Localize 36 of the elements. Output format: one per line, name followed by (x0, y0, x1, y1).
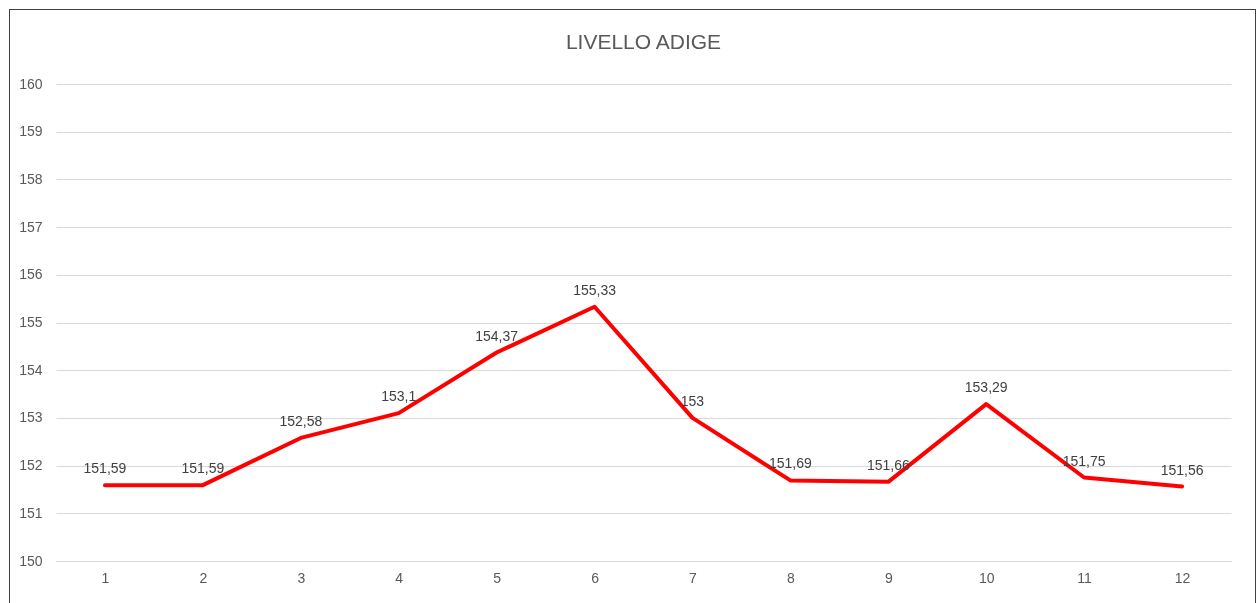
y-tick-label: 152 (19, 457, 43, 474)
data-label: 151,75 (1062, 452, 1106, 469)
data-label: 151,59 (181, 460, 225, 477)
x-tick-label: 4 (395, 569, 404, 586)
data-label: 152,58 (279, 412, 323, 429)
x-tick-label: 6 (591, 569, 600, 586)
y-tick-label: 151 (19, 504, 43, 521)
y-tick-label: 154 (19, 361, 43, 378)
x-tick-label: 11 (1077, 569, 1093, 586)
x-tick-label: 12 (1174, 569, 1191, 586)
data-label: 151,69 (768, 455, 812, 472)
x-tick-label: 7 (689, 569, 698, 586)
x-tick-label: 2 (199, 569, 208, 586)
data-label: 155,33 (573, 281, 617, 298)
y-tick-label: 156 (19, 266, 43, 283)
x-tick-label: 9 (884, 569, 893, 586)
y-tick-label: 155 (19, 314, 43, 330)
y-tick-label: 157 (19, 218, 43, 235)
data-label: 151,59 (83, 460, 127, 477)
x-tick-label: 3 (297, 569, 306, 586)
data-label: 151,56 (1160, 461, 1204, 478)
y-tick-label: 159 (19, 123, 43, 140)
data-label: 153,1 (381, 388, 417, 405)
data-label: 154,37 (475, 327, 519, 344)
y-tick-label: 150 (19, 552, 43, 569)
data-label: 153 (680, 392, 705, 409)
data-label: 151,66 (866, 456, 910, 473)
x-tick-label: 5 (493, 569, 502, 586)
data-label: 153,29 (964, 379, 1008, 396)
x-tick-label: 10 (978, 569, 995, 586)
chart-title: LIVELLO ADIGE (565, 30, 722, 53)
x-tick-label: 8 (786, 569, 795, 586)
y-tick-label: 160 (19, 75, 43, 92)
x-tick-label: 1 (101, 569, 110, 586)
y-tick-label: 158 (19, 170, 43, 187)
y-tick-label: 153 (19, 409, 43, 426)
